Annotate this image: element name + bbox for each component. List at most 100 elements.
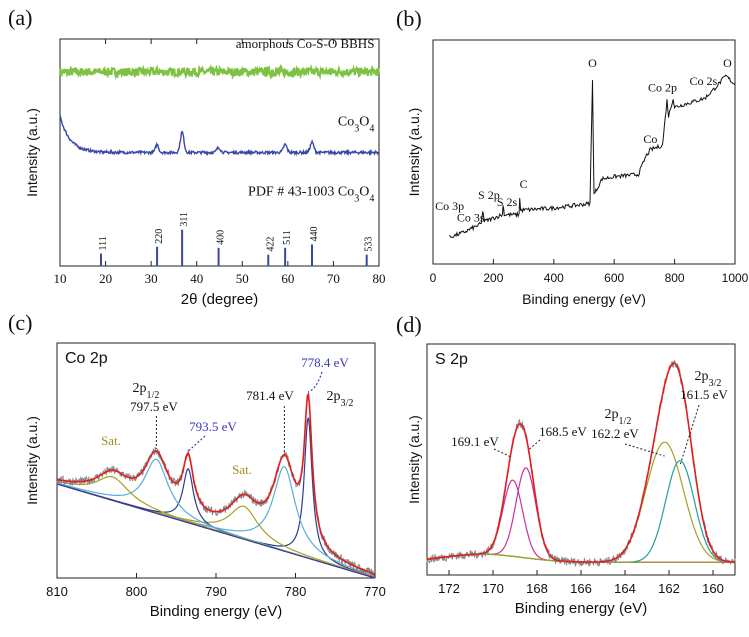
x-tick-label: 70 [327,271,340,286]
orbital-label: 2p1/2 [605,407,632,427]
reference-line-label: 400 [216,230,227,245]
x-tick-label: 1000 [722,271,749,285]
annotation-arrow [187,435,206,452]
peak-annotation: 168.5 eV [539,424,587,439]
panel-label: (a) [8,5,32,30]
x-tick-label: 400 [544,271,564,285]
peak-annotation: Co 2s [689,74,717,88]
raw-data-line [56,394,376,578]
x-axis-label: Binding energy (eV) [150,603,283,620]
panel-label: (b) [396,6,422,31]
panel-label: (d) [396,312,422,337]
x-tick-label: 80 [373,271,386,286]
plot-frame [432,39,736,265]
x-tick-label: 770 [364,584,386,599]
background-line [56,483,376,579]
x-tick-label: 170 [482,581,504,596]
y-axis-label: Intensity (a.u.) [406,415,422,504]
x-axis-label: Binding energy (eV) [515,600,648,617]
peak-annotation: 778.4 eV [301,355,349,370]
x-tick-label: 10 [54,271,67,286]
series-line-amorphous [58,63,380,81]
reference-line-label: 511 [282,230,293,245]
peak-annotation: Co 3p [435,199,464,213]
reference-line-label: 440 [309,226,320,241]
x-tick-label: 790 [205,584,227,599]
y-axis-label: Intensity (a.u.) [24,108,40,197]
annotation-arrow [493,448,512,458]
peak-annotation: 161.5 eV [680,387,728,402]
x-tick-label: 780 [285,584,307,599]
plot-frame [56,342,376,579]
peak-annotation: Co [643,132,657,146]
x-axis-label: 2θ (degree) [181,291,259,308]
x-tick-label: 172 [438,581,460,596]
x-tick-label: 164 [614,581,636,596]
x-tick-label: 50 [236,271,249,286]
reference-line-label: 422 [265,237,276,252]
panel-d: (d) S 2p 172 170 168 166 164 162 160 Binding ener… [396,312,736,617]
series-label-amorphous: amorphous Co-S-O BBHS [236,36,375,51]
peak-annotation: 781.4 eV [246,388,294,403]
x-tick-label: 800 [665,271,685,285]
annotation-arrow [679,404,700,466]
fit-component [426,441,735,563]
fit-component [56,467,376,579]
x-tick-label: 168 [526,581,548,596]
panel-a: (a) amorphous Co-S-O BBHS Co3O4 PDF # 43-10… [8,5,386,308]
fit-envelope [56,391,376,576]
peak-annotation: O [723,56,732,70]
peak-annotation: Co 2p [648,81,677,95]
x-tick-label: 200 [483,271,503,285]
spectrum-title: S 2p [435,351,468,368]
peak-annotation: Co 3s [457,210,485,224]
x-axis-label: Binding energy (eV) [522,291,646,307]
reference-line-label: 111 [98,236,109,250]
series-line-co3o4 [59,115,379,157]
y-axis-label: Intensity (a.u.) [24,416,40,505]
panel-c: (c) Co 2p 810 800 790 780 770 Binding energy (e… [8,310,386,620]
fit-component [426,467,735,563]
plot-frame [426,343,736,576]
series-label-co3o4: Co3O4 [338,114,375,134]
peak-annotation: O [588,56,597,70]
x-tick-label: 162 [658,581,680,596]
x-tick-label: 166 [570,581,592,596]
orbital-label: 2p3/2 [695,369,722,389]
peak-annotation: 793.5 eV [189,419,237,434]
annotation-arrow [308,371,323,393]
reference-line-label: 533 [364,237,375,252]
x-tick-label: 160 [702,581,724,596]
x-tick-label: 800 [126,584,148,599]
x-tick-label: 60 [281,271,294,286]
peak-annotation: 162.2 eV [591,426,639,441]
peak-annotation: C [520,177,528,191]
satellite-label: Sat. [101,433,121,448]
spectrum-title: Co 2p [65,350,108,367]
x-tick-label: 810 [46,584,68,599]
x-tick-label: 0 [430,271,437,285]
peak-annotation: S 2s [497,195,518,209]
annotation-arrow [527,439,541,451]
y-axis-label: Intensity (a.u.) [406,108,422,197]
reference-line-label: 311 [179,212,190,227]
orbital-label: 2p3/2 [327,389,354,409]
x-tick-label: 40 [190,271,203,286]
reference-label: PDF # 43-1003 Co3O4 [248,185,374,205]
peak-annotation: S 2p [478,188,500,202]
peak-annotation: 169.1 eV [451,434,499,449]
x-tick-label: 20 [99,271,112,286]
fit-component [56,458,376,579]
x-tick-label: 30 [145,271,158,286]
peak-annotation: 797.5 eV [130,399,178,414]
satellite-label: Sat. [232,462,252,477]
series-line-survey [449,74,736,239]
reference-line-label: 220 [154,229,165,244]
x-tick-label: 600 [604,271,624,285]
fit-component [426,479,735,563]
annotation-arrow [624,443,665,457]
orbital-label: 2p1/2 [133,381,160,401]
panel-label: (c) [8,310,32,335]
